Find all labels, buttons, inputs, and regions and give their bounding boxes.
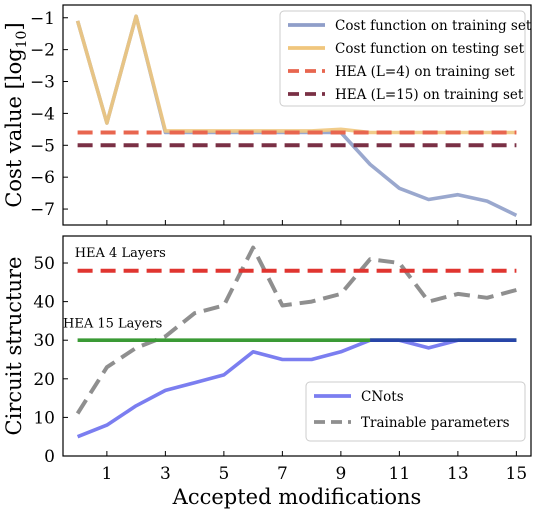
x-tick-label: 9 (335, 464, 346, 484)
legend-label: CNots (361, 389, 404, 405)
x-tick-label: 5 (218, 464, 229, 484)
y-axis-label: Circuit structure (2, 257, 26, 436)
y-tick-label: 10 (33, 408, 55, 428)
series-line-trainable-parameters (75, 245, 517, 415)
y-tick-label: 50 (33, 254, 55, 274)
annotation-1: HEA 15 Layers (63, 316, 162, 331)
y-tick-label: 30 (33, 331, 55, 351)
legend-box (279, 10, 526, 107)
x-tick-label: 7 (277, 464, 288, 484)
x-axis-label: Accepted modifications (172, 485, 422, 509)
y-tick-label: −3 (30, 73, 55, 93)
x-tick-label: 3 (160, 464, 171, 484)
x-tick-label: 11 (389, 464, 411, 484)
y-tick-label: 0 (44, 447, 55, 467)
y-tick-label: 20 (33, 370, 55, 390)
x-tick-label: 1 (101, 464, 112, 484)
y-tick-label: −5 (30, 136, 55, 156)
y-tick-label: −2 (30, 41, 55, 61)
y-axis-label: Cost value [log10] (2, 22, 30, 207)
y-tick-label: −7 (30, 200, 55, 220)
legend-label: Cost function on testing set (335, 41, 525, 57)
y-tick-label: −4 (30, 104, 55, 124)
y-tick-label: −6 (30, 168, 55, 188)
legend-label: HEA (L=15) on training set (335, 87, 524, 103)
y-tick-label: −1 (30, 9, 55, 29)
annotation-0: HEA 4 Layers (75, 246, 166, 261)
y-tick-label: 40 (33, 293, 55, 313)
legend-label: Cost function on training set (335, 18, 532, 34)
x-tick-label: 13 (447, 464, 469, 484)
plot-frame (62, 4, 532, 226)
x-tick-label: 15 (506, 464, 528, 484)
legend-label: Trainable parameters (361, 415, 510, 431)
series-line-cnots (76, 338, 517, 439)
legend-label: HEA (L=4) on training set (335, 64, 515, 80)
legend-box (305, 381, 526, 442)
plot-frame (62, 235, 532, 457)
